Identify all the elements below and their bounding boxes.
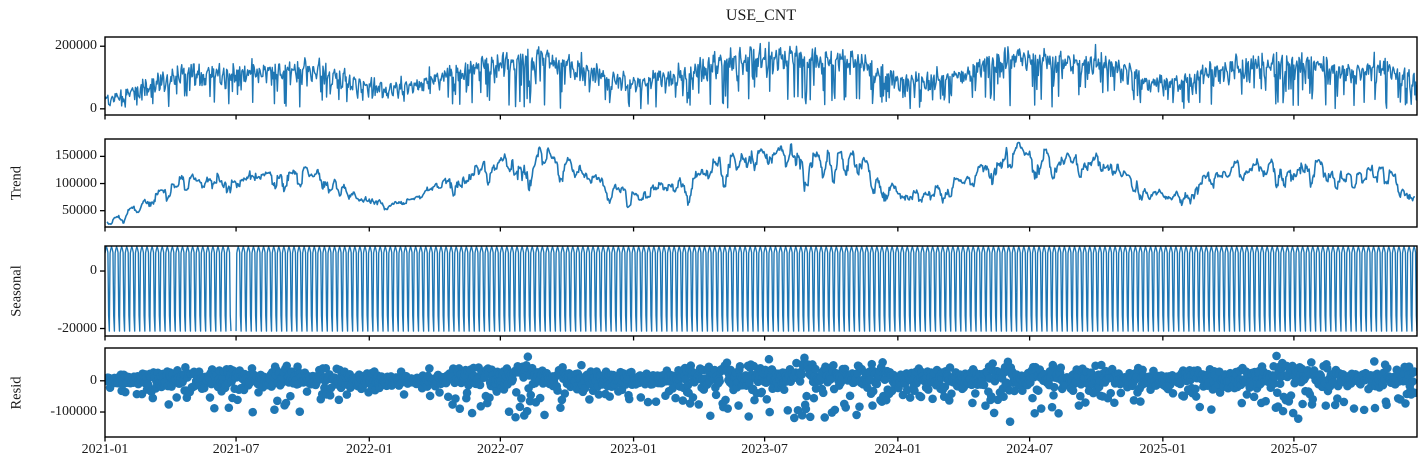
y-tick-label: 0 [90,263,97,279]
x-tick-label: 2023-07 [741,442,788,457]
x-tick-label: 2025-01 [1139,442,1187,457]
y-axis-label-trend: Trend [8,165,25,201]
y-tick-label: 0 [90,372,97,388]
chart-title: USE_CNT [725,7,797,24]
x-tick-label: 2024-07 [1006,442,1053,457]
y-tick-label: 50000 [62,202,97,218]
y-tick-label: 0 [90,100,97,116]
x-tick-label: 2025-07 [1270,442,1318,457]
y-axis-label-seasonal: Seasonal [8,265,25,317]
x-tick-label: 2024-01 [874,442,922,457]
panel-trend [106,141,1415,226]
x-tick-label: 2022-07 [476,442,524,457]
x-tick-label: 2022-01 [345,442,393,457]
y-tick-label: -20000 [57,320,97,336]
y-axis-label-resid: Resid [8,375,25,410]
x-tick-label: 2023-01 [610,442,657,457]
panel-observed [105,41,1417,110]
x-tick-label: 2021-07 [212,442,260,457]
y-tick-label: 200000 [55,38,97,54]
x-tick-label: 2021-01 [81,442,129,457]
y-tick-label: 100000 [55,175,97,191]
panel-seasonal [105,246,1417,332]
panel-resid [105,351,1417,427]
y-tick-label: 150000 [55,148,97,164]
y-tick-label: -100000 [50,404,97,420]
